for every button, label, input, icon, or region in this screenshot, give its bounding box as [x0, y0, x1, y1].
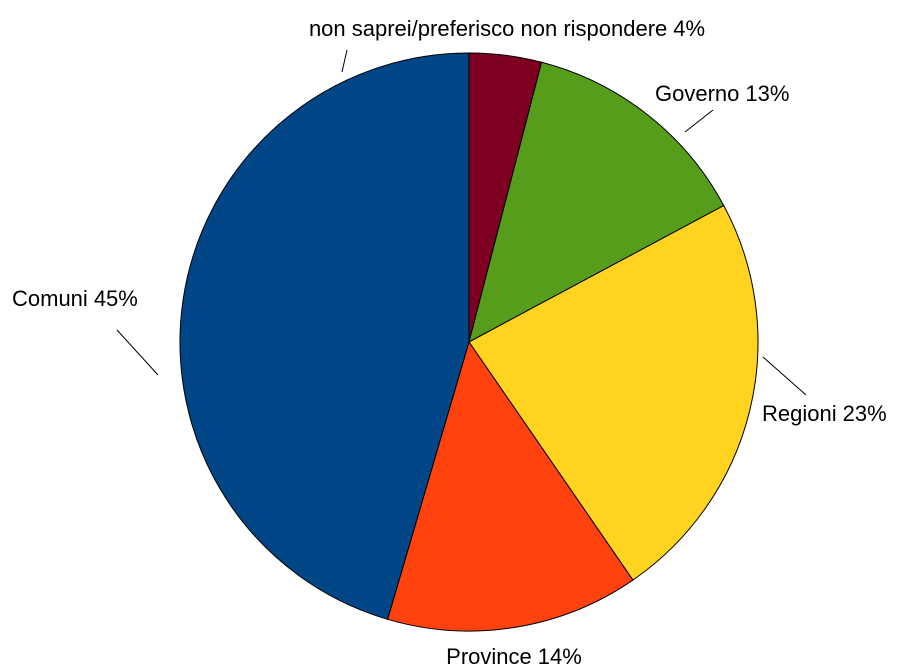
slice-category: Regioni [762, 401, 837, 426]
slice-category: Province [446, 644, 532, 669]
slice-category: Comuni [12, 286, 88, 311]
slice-category: non saprei/preferisco non rispondere [309, 16, 667, 41]
slice-value: 13% [745, 81, 789, 106]
leader-line [684, 109, 714, 133]
slice-value: 45% [94, 286, 138, 311]
slice-label: Province 14% [446, 644, 582, 669]
slice-label: Comuni 45% [12, 286, 138, 311]
slice-value: 14% [538, 644, 582, 669]
pie-slice [386, 340, 634, 632]
slice-label: Regioni 23% [762, 401, 887, 426]
slice-label: Governo 13% [655, 81, 789, 106]
slice-value: 23% [843, 401, 887, 426]
slice-value: 4% [673, 16, 705, 41]
pie-slice [179, 52, 470, 620]
pie-slice [468, 204, 759, 581]
slice-category: Governo [655, 81, 739, 106]
slice-label: non saprei/preferisco non rispondere 4% [309, 16, 705, 41]
pie-slice [468, 61, 725, 343]
leader-line [762, 356, 807, 396]
leader-line [116, 329, 159, 376]
leader-line [341, 49, 348, 73]
